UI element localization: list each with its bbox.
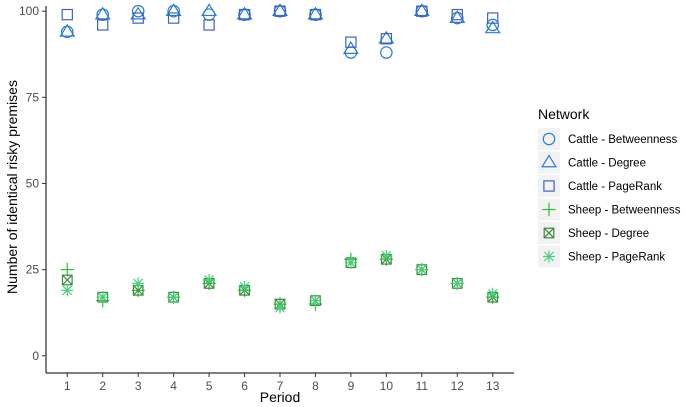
- point-cattle-pagerank-11: [416, 5, 428, 17]
- point-cattle-degree-13: [484, 20, 501, 34]
- x-tick-label: 11: [416, 379, 429, 393]
- legend-key: [538, 175, 560, 197]
- y-tick-label: 50: [26, 176, 40, 190]
- legend-label: Cattle - Betweenness: [568, 134, 678, 146]
- point-sheep-pagerank-9: [344, 256, 357, 269]
- legend: Network Cattle - Betweenness Cattle - Deg…: [538, 106, 681, 268]
- x-tick-label: 9: [348, 379, 355, 393]
- point-cattle-degree-12: [449, 10, 466, 23]
- x-tick-label: 8: [312, 379, 319, 393]
- legend-key: [538, 151, 560, 174]
- x-tick-label: 13: [486, 379, 500, 393]
- y-tick-label: 75: [26, 90, 40, 104]
- point-sheep-pagerank-6: [238, 280, 251, 293]
- point-cattle-pagerank-6: [238, 8, 251, 21]
- legend-marker-cattle-betweenness: [542, 132, 556, 146]
- point-cattle-pagerank-5: [203, 19, 215, 31]
- x-tick-label: 10: [380, 379, 394, 393]
- point-sheep-pagerank-2: [96, 291, 109, 304]
- point-cattle-betweenness-3: [131, 4, 145, 18]
- y-tick-label: 100: [19, 4, 39, 18]
- legend-item-cattle-pagerank: Cattle - PageRank: [538, 175, 662, 197]
- x-tick-label: 7: [277, 379, 284, 393]
- x-tick-label: 12: [451, 379, 465, 393]
- point-cattle-pagerank-4: [167, 12, 180, 24]
- point-sheep-pagerank-3: [132, 277, 145, 290]
- point-cattle-pagerank-2: [97, 19, 109, 31]
- point-cattle-degree-7: [272, 3, 288, 17]
- point-cattle-pagerank-9: [345, 36, 357, 48]
- legend-item-cattle-degree: Cattle - Degree: [538, 151, 646, 174]
- legend-marker-sheep-betweenness: [542, 202, 556, 217]
- point-sheep-pagerank-4: [167, 291, 180, 304]
- point-cattle-pagerank-1: [61, 8, 73, 21]
- point-cattle-degree-10: [378, 30, 395, 44]
- point-cattle-pagerank-7: [274, 5, 286, 17]
- point-cattle-betweenness-1: [60, 25, 74, 39]
- point-sheep-pagerank-11: [415, 263, 428, 276]
- y-tick-label: 25: [26, 263, 40, 277]
- legend-marker-cattle-degree: [541, 154, 557, 168]
- point-sheep-pagerank-12: [451, 277, 464, 290]
- x-axis-title: Period: [260, 389, 300, 405]
- legend-item-cattle-betweenness: Cattle - Betweenness: [538, 128, 678, 150]
- point-cattle-degree-5: [201, 3, 218, 17]
- point-cattle-degree-6: [236, 6, 253, 20]
- point-cattle-betweenness-13: [486, 18, 500, 32]
- legend-title: Network: [538, 106, 590, 122]
- point-sheep-pagerank-1: [61, 284, 74, 297]
- legend-label: Cattle - Degree: [568, 158, 646, 170]
- y-axis-title: Number of identical risky premises: [4, 80, 20, 294]
- legend-label: Cattle - PageRank: [568, 181, 662, 193]
- point-sheep-pagerank-13: [486, 287, 499, 300]
- point-cattle-degree-2: [94, 6, 111, 20]
- point-sheep-pagerank-7: [274, 301, 286, 314]
- legend-marker-cattle-pagerank: [543, 180, 555, 192]
- x-tick-label: 4: [170, 379, 177, 393]
- point-cattle-degree-4: [165, 3, 182, 17]
- x-tick-label: 6: [241, 379, 248, 393]
- point-cattle-degree-11: [413, 3, 430, 17]
- point-cattle-pagerank-10: [380, 33, 393, 45]
- point-cattle-pagerank-3: [132, 12, 144, 24]
- point-cattle-betweenness-4: [167, 4, 180, 18]
- point-sheep-degree-1: [61, 274, 73, 286]
- point-cattle-degree-1: [59, 23, 76, 37]
- point-sheep-pagerank-8: [309, 294, 322, 307]
- x-tick-label: 3: [135, 379, 142, 393]
- legend-marker-sheep-pagerank: [543, 250, 555, 263]
- point-sheep-pagerank-10: [380, 249, 393, 262]
- point-cattle-pagerank-8: [309, 8, 322, 21]
- point-sheep-pagerank-5: [203, 273, 216, 286]
- legend-label: Sheep - Betweenness: [568, 205, 681, 217]
- y-tick-label: 0: [32, 349, 39, 363]
- x-tick-label: 1: [64, 379, 71, 393]
- legend-marker-sheep-degree: [543, 227, 555, 239]
- point-cattle-betweenness-10: [380, 46, 393, 59]
- legend-item-sheep-pagerank: Sheep - PageRank: [538, 245, 665, 268]
- point-cattle-pagerank-12: [451, 8, 463, 21]
- data-points: [59, 3, 501, 314]
- legend-key: [538, 128, 560, 150]
- point-sheep-betweenness-1: [60, 263, 74, 277]
- x-tick-label: 2: [99, 379, 106, 393]
- legend-label: Sheep - Degree: [568, 228, 649, 240]
- x-tick-label: 5: [206, 379, 213, 393]
- legend-label: Sheep - PageRank: [568, 252, 665, 264]
- point-cattle-pagerank-13: [487, 12, 499, 24]
- legend-item-sheep-degree: Sheep - Degree: [538, 222, 649, 244]
- point-cattle-degree-8: [307, 6, 324, 20]
- legend-item-sheep-betweenness: Sheep - Betweenness: [538, 198, 681, 221]
